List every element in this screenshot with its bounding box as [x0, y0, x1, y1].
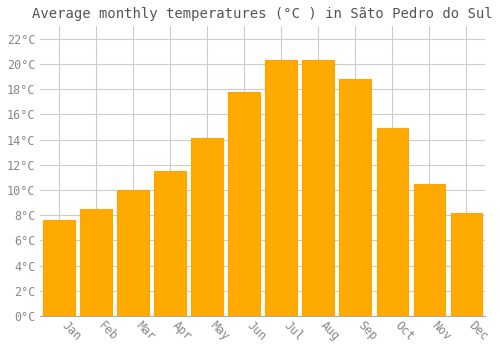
Bar — [340, 79, 371, 316]
Bar — [228, 92, 260, 316]
Bar — [302, 60, 334, 316]
Bar — [376, 128, 408, 316]
Title: Average monthly temperatures (°C ) in Sãto Pedro do Sul: Average monthly temperatures (°C ) in Sã… — [32, 7, 493, 21]
Bar — [43, 220, 74, 316]
Bar — [192, 138, 223, 316]
Bar — [80, 209, 112, 316]
Bar — [414, 184, 445, 316]
Bar — [154, 171, 186, 316]
Bar — [450, 213, 482, 316]
Bar — [266, 60, 297, 316]
Bar — [117, 190, 148, 316]
